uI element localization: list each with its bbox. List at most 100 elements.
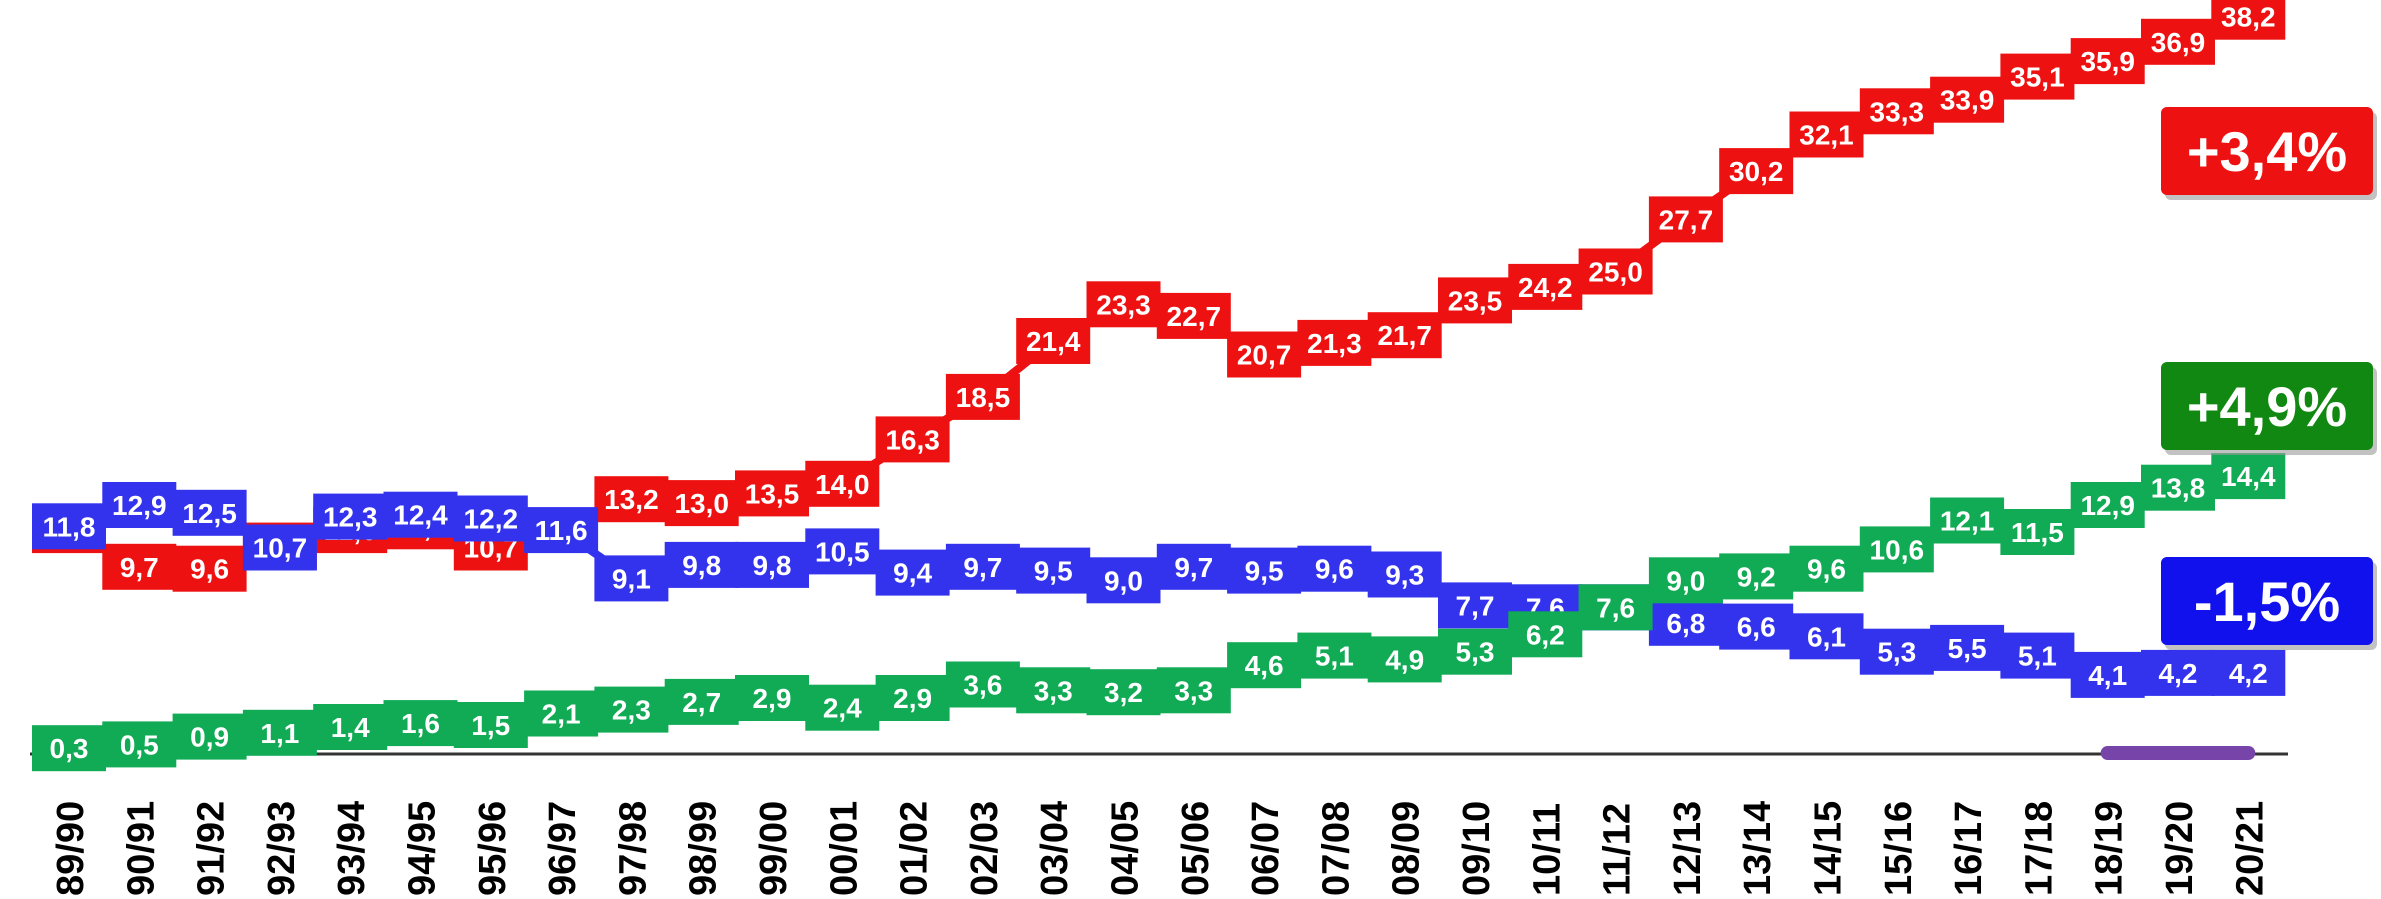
data-label-box (313, 493, 388, 540)
data-label-text: 0,9 (190, 722, 229, 753)
data-label: 2,9 (735, 675, 809, 721)
data-label-box (945, 661, 1020, 708)
data-label-text: 12,4 (393, 500, 448, 531)
x-tick-label: 04/05 (1105, 801, 1147, 896)
data-label-text: 6,8 (1666, 608, 1705, 639)
data-label-text: 12,3 (323, 502, 378, 533)
x-tick-label: 96/97 (542, 801, 584, 896)
data-label: 9,7 (945, 543, 1020, 590)
data-label: 12,3 (313, 493, 388, 540)
x-tick-label: 15/16 (1878, 801, 1920, 896)
data-label: 4,6 (1227, 642, 1302, 689)
data-label-text: 32,1 (1799, 120, 1854, 151)
data-label-text: 9,7 (963, 552, 1002, 583)
x-tick-label: 00/01 (823, 801, 865, 896)
data-label-box (1086, 669, 1161, 716)
data-label-box (1227, 642, 1302, 689)
data-label-box (1859, 88, 1934, 135)
data-label: 12,1 (1930, 497, 2005, 544)
data-label-box (1719, 148, 1794, 195)
data-label-box (1297, 545, 1372, 592)
data-label-text: 5,3 (1877, 637, 1916, 668)
data-label-box (1297, 632, 1372, 679)
data-label-box (735, 470, 809, 517)
data-label-text: 2,3 (612, 695, 651, 726)
data-label: 1,6 (383, 700, 458, 747)
data-label: 9,0 (1086, 557, 1161, 604)
data-label-text: 9,5 (1034, 556, 1073, 587)
data-label-box (1648, 599, 1723, 646)
data-label-box (1508, 263, 1583, 310)
data-label-box (875, 675, 950, 721)
data-label-box (664, 541, 739, 588)
x-tick-label: 92/93 (261, 801, 303, 896)
x-tick-label: 08/09 (1386, 801, 1428, 896)
data-label: 12,9 (2070, 482, 2145, 528)
data-label-box (102, 721, 177, 768)
data-label: 9,5 (1016, 547, 1091, 594)
x-tick-label: 13/14 (1737, 801, 1779, 896)
data-label-text: 13,8 (2151, 473, 2206, 504)
data-label-box (1719, 553, 1794, 600)
data-label-box (1016, 667, 1091, 714)
data-label-text: 2,9 (753, 683, 792, 714)
data-label-text: 12,5 (182, 498, 237, 529)
data-label: 27,7 (1648, 196, 1723, 243)
data-label-text: 4,2 (2159, 658, 2198, 689)
data-label-box (172, 489, 247, 536)
data-label: 11,5 (2000, 509, 2075, 555)
data-label-box (524, 690, 599, 737)
data-label: 23,3 (1086, 281, 1161, 328)
data-label-text: 12,1 (1940, 506, 1995, 537)
change-badge-text: +4,9% (2187, 375, 2347, 438)
data-label-text: 9,6 (190, 554, 229, 585)
data-label-text: 0,5 (120, 729, 159, 760)
data-label: 2,9 (875, 675, 950, 721)
data-label-box (172, 713, 247, 760)
data-label: 5,3 (1859, 628, 1934, 675)
data-label-box (735, 675, 809, 721)
data-label: 4,1 (2070, 651, 2145, 698)
x-tick-label: 11/12 (1597, 803, 1639, 896)
data-label-box (383, 700, 458, 747)
x-tick-label: 93/94 (331, 801, 373, 896)
data-label: 23,5 (1438, 277, 1512, 324)
data-label-box (2000, 53, 2075, 100)
data-label-box (383, 491, 458, 538)
data-label: 32,1 (1789, 111, 1864, 158)
data-label: 9,6 (1297, 545, 1372, 592)
data-label: 10,6 (1859, 526, 1934, 573)
data-label-text: 9,6 (1807, 554, 1846, 585)
data-label-box (2211, 0, 2286, 40)
x-tick-label: 91/92 (191, 801, 233, 896)
data-label-box (242, 709, 317, 756)
data-label-text: 9,5 (1245, 556, 1284, 587)
data-label-text: 4,1 (2088, 660, 2127, 691)
data-label-text: 27,7 (1659, 204, 1714, 235)
data-label-box (453, 495, 528, 542)
data-label: 21,3 (1297, 319, 1372, 366)
data-label-text: 5,5 (1948, 633, 1987, 664)
data-label-box (1508, 611, 1583, 658)
data-label-text: 33,3 (1870, 96, 1925, 127)
data-label: 18,5 (945, 373, 1020, 420)
data-label-box (1086, 281, 1161, 328)
change-badge: -1,5% (2161, 557, 2377, 650)
data-label: 13,5 (735, 470, 809, 517)
x-tick-label: 20/21 (2229, 801, 2271, 896)
data-label-box (1648, 196, 1723, 243)
data-label: 13,8 (2141, 464, 2215, 511)
data-label-box (1789, 111, 1864, 158)
data-label-text: 9,8 (682, 550, 721, 581)
data-label: 14,4 (2211, 453, 2286, 500)
data-label: 33,3 (1859, 88, 1934, 135)
x-tick-labels: 89/90 90/91 91/92 92/93 93/94 94/95 95/96 96/97… (50, 801, 2271, 896)
data-label: 33,9 (1930, 76, 2005, 123)
data-label: 0,5 (102, 721, 177, 768)
data-label: 3,3 (1156, 667, 1231, 714)
data-label-box (805, 528, 880, 575)
change-badges: +3,4% +4,9% -1,5% (2161, 107, 2377, 650)
data-label-text: 10,5 (815, 536, 870, 567)
data-label-text: 3,6 (963, 670, 1002, 701)
data-label-box (453, 702, 528, 748)
